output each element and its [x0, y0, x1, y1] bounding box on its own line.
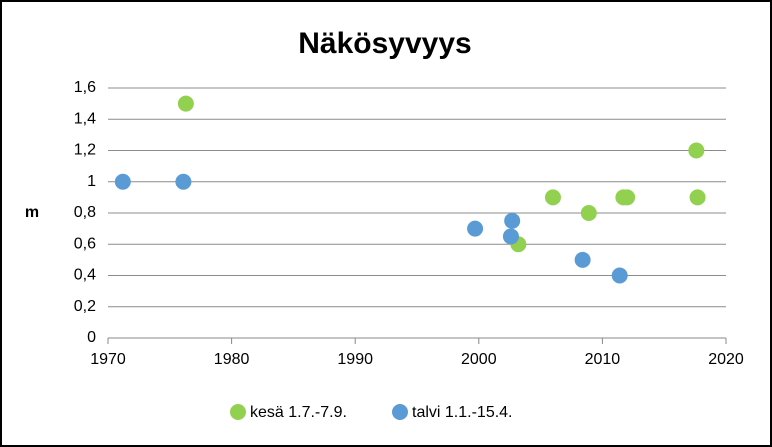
data-point [688, 142, 705, 159]
x-tick-label: 2010 [585, 351, 621, 368]
y-tick-label: 1,4 [74, 110, 96, 127]
data-point [544, 189, 561, 206]
data-point [574, 251, 591, 268]
y-tick-label: 0 [87, 329, 96, 346]
data-point [467, 220, 484, 237]
y-tick-label: 1 [87, 173, 96, 190]
y-tick-label: 0,4 [74, 267, 96, 284]
y-tick-label: 1,6 [74, 79, 96, 96]
x-tick-label: 1970 [90, 351, 126, 368]
x-tick-label: 2020 [708, 351, 744, 368]
chart-title: Näkösyvyys [298, 27, 471, 60]
legend-marker [392, 404, 408, 420]
data-point [114, 173, 131, 190]
legend-label: kesä 1.7.-7.9. [250, 404, 347, 421]
data-point [611, 267, 628, 284]
legend-marker [230, 404, 246, 420]
y-tick-label: 1,2 [74, 142, 96, 159]
data-point [177, 95, 194, 112]
data-point [504, 212, 521, 229]
data-point [689, 189, 706, 206]
y-tick-label: 0,2 [74, 298, 96, 315]
x-tick-label: 2000 [461, 351, 497, 368]
y-tick-label: 0,6 [74, 235, 96, 252]
data-point [580, 205, 597, 221]
legend-label: talvi 1.1.-15.4. [412, 404, 513, 421]
x-tick-label: 1980 [214, 351, 250, 368]
data-point [619, 189, 636, 206]
y-axis-label: m [25, 204, 39, 221]
y-tick-label: 0,8 [74, 204, 96, 221]
x-tick-label: 1990 [337, 351, 373, 368]
data-point [175, 173, 192, 190]
data-point [502, 228, 519, 245]
